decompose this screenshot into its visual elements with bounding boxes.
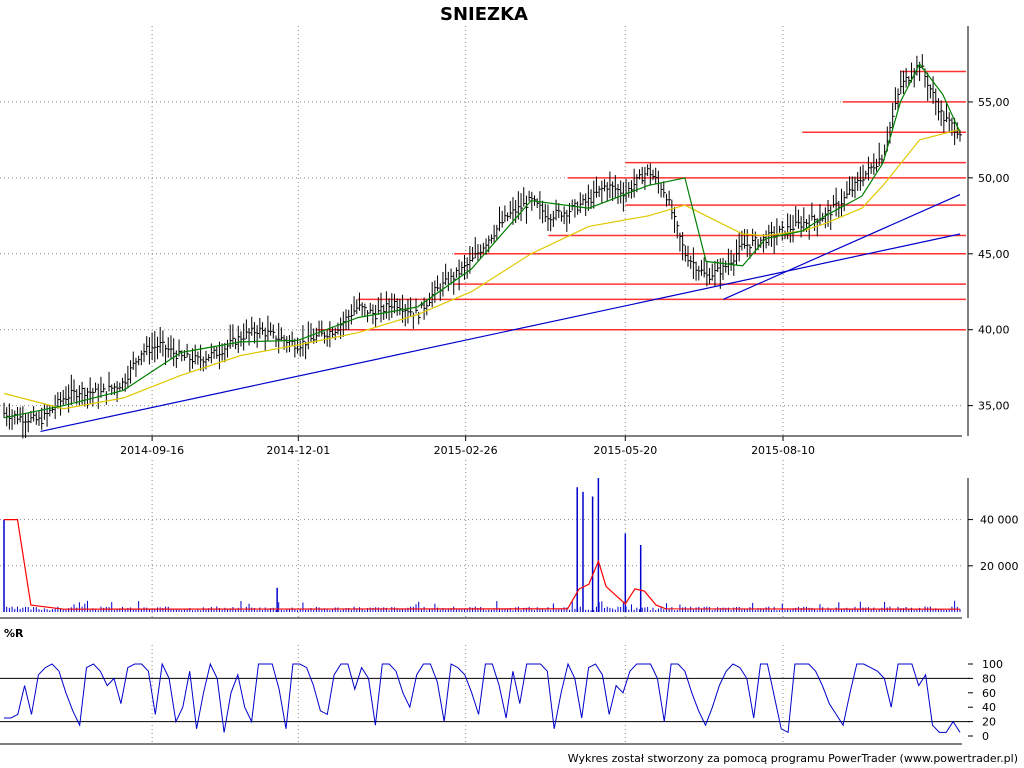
price-y-tick-label: 55,00	[978, 96, 1010, 109]
price-y-tick-label: 40,00	[978, 324, 1010, 337]
williams-r-series-line	[4, 662, 961, 734]
price-candles	[3, 54, 962, 439]
volume-bars	[3, 478, 961, 612]
volume-y-tick-label: 20 000	[980, 560, 1019, 573]
footer-credit: Wykres został stworzony za pomocą progra…	[568, 752, 1018, 765]
price-x-ticks: 2014-09-16 2014-12-01 2015-02-26 2015-05-20…	[120, 436, 815, 457]
volume-y-tick-label: 40 000	[980, 514, 1019, 527]
chart-title: SNIEZKA	[440, 4, 528, 25]
price-y-ticks: 35,00 40,00 45,00 50,00 55,00	[968, 96, 1010, 413]
price-lines	[3, 62, 961, 432]
price-x-tick-label: 2014-09-16	[120, 444, 184, 457]
volume-average	[4, 518, 961, 610]
williams-r-y-tick-label: 80	[982, 672, 996, 685]
moving-average-short	[3, 62, 961, 419]
volume-average-line	[4, 518, 961, 610]
volume-panel: 20 000 40 000	[0, 460, 1019, 619]
williams-r-line	[4, 662, 961, 734]
williams-r-grid	[0, 645, 970, 744]
williams-r-y-tick-label: 100	[982, 658, 1003, 671]
price-x-tick-label: 2014-12-01	[266, 444, 330, 457]
volume-grid	[0, 460, 962, 618]
price-x-tick-label: 2015-02-26	[434, 444, 498, 457]
price-y-tick-label: 45,00	[978, 248, 1010, 261]
williams-r-y-tick-label: 0	[982, 730, 989, 743]
williams-r-y-tick-label: 60	[982, 687, 996, 700]
trendline-long	[40, 233, 961, 432]
price-x-tick-label: 2015-08-10	[751, 444, 815, 457]
price-y-tick-label: 35,00	[978, 400, 1010, 413]
williams-r-y-tick-label: 40	[982, 701, 996, 714]
moving-average-long	[3, 128, 961, 410]
price-y-tick-label: 50,00	[978, 172, 1010, 185]
volume-y-ticks: 20 000 40 000	[968, 514, 1019, 573]
williams-r-label: %R	[4, 627, 24, 640]
price-x-tick-label: 2015-05-20	[593, 444, 657, 457]
williams-r-y-tick-label: 20	[982, 716, 996, 729]
trendline-short	[723, 194, 961, 300]
